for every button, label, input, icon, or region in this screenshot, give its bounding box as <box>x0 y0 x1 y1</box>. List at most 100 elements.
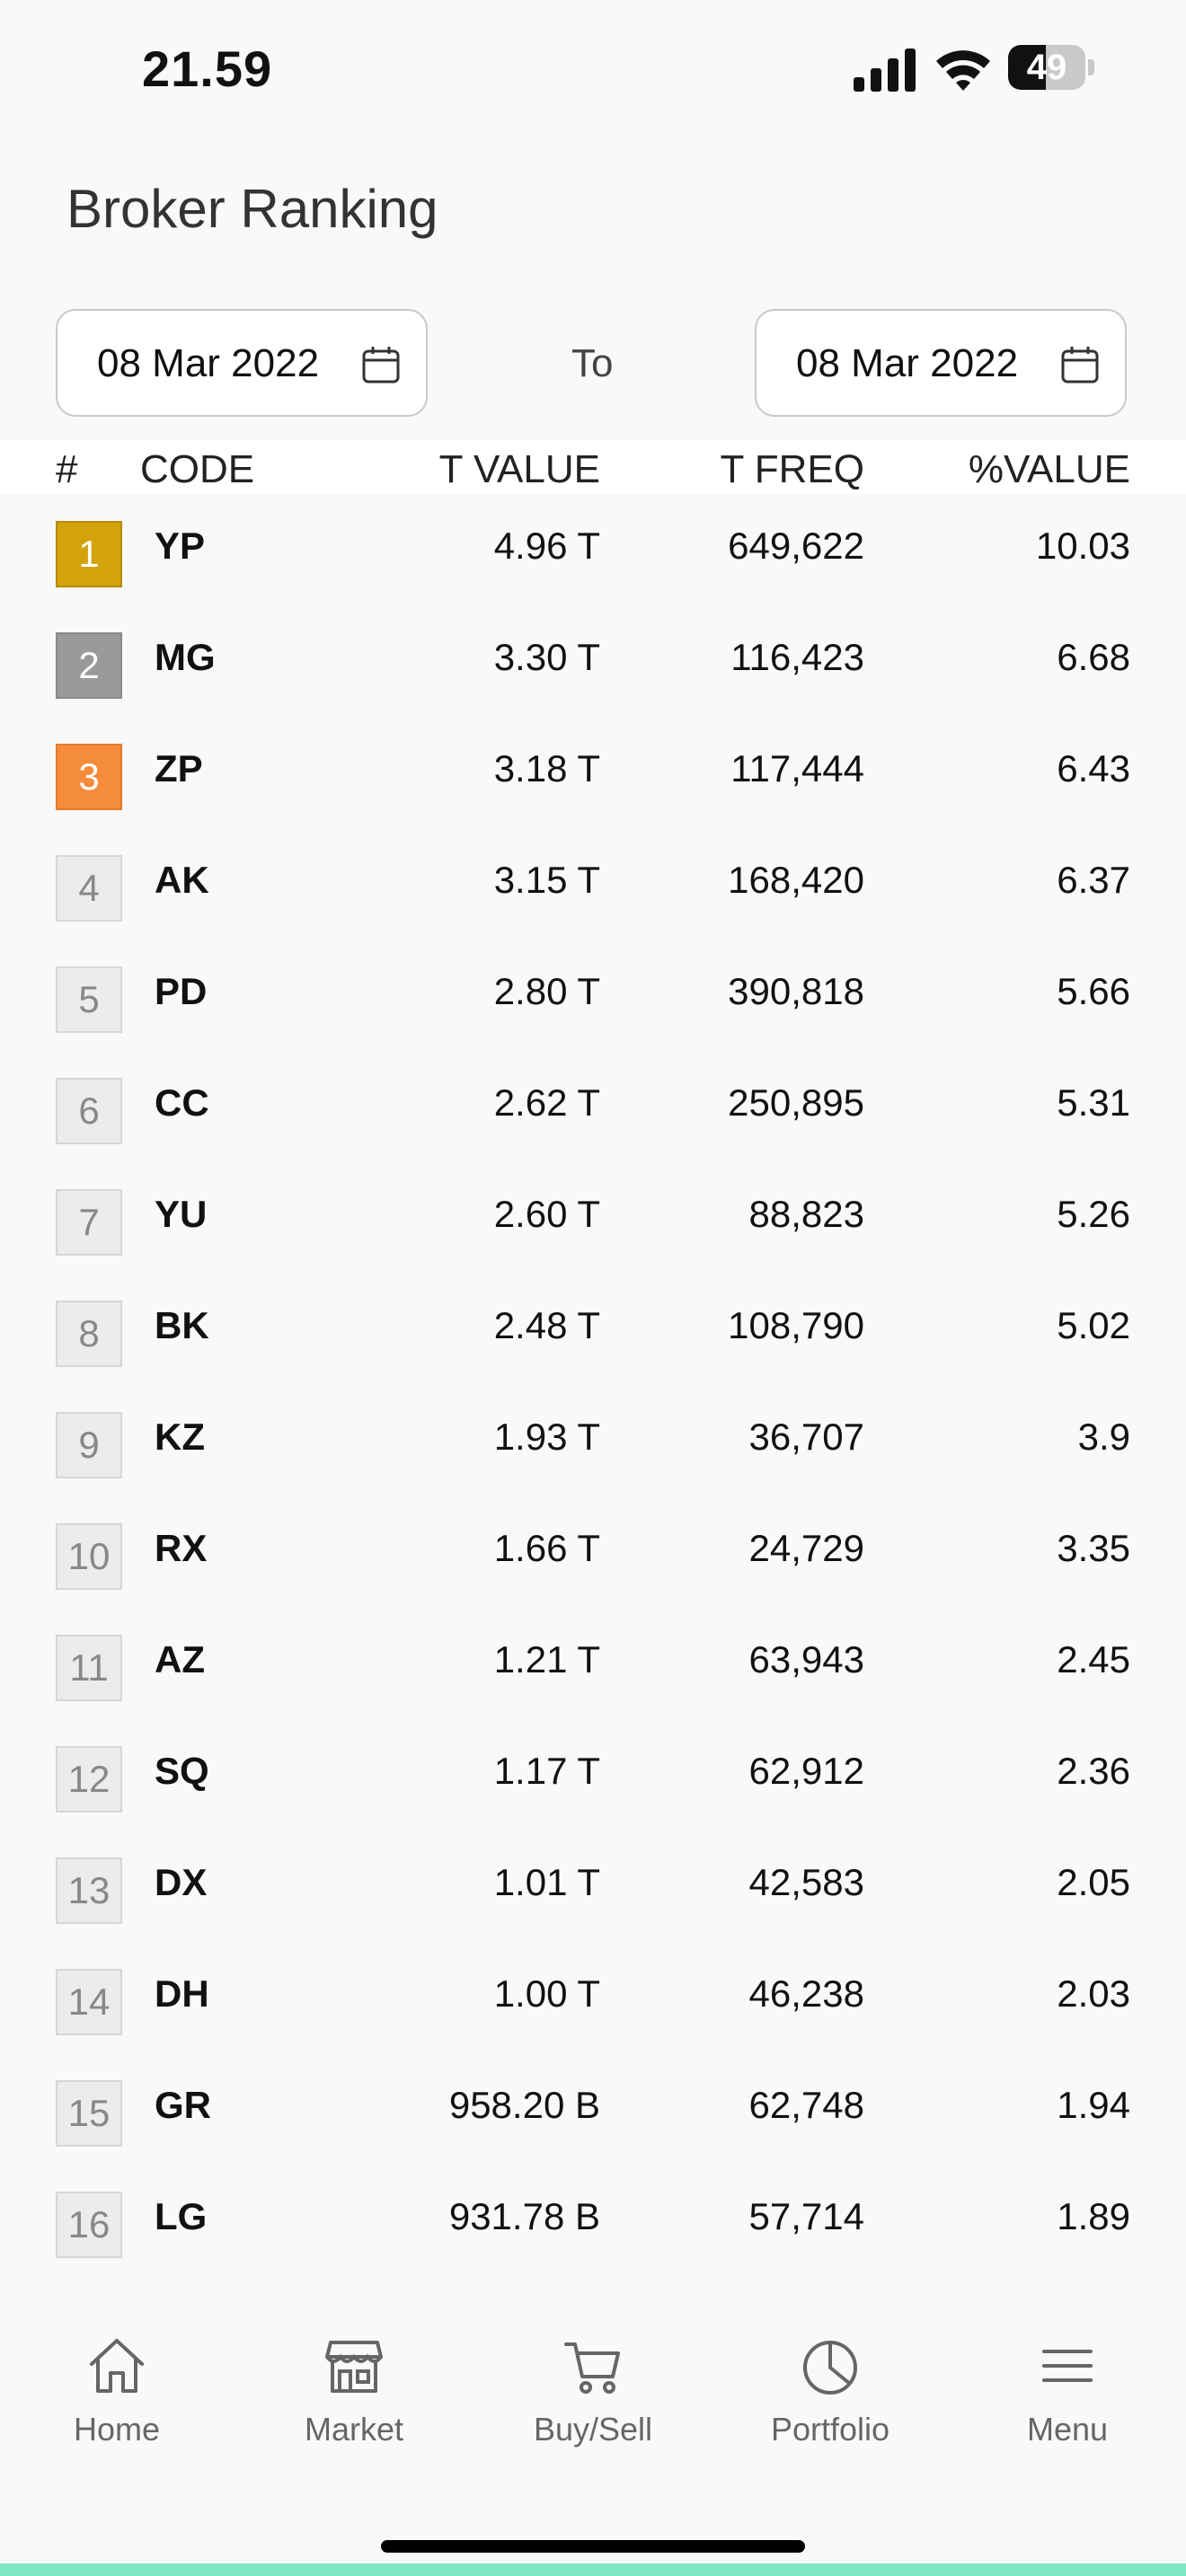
bottom-accent-strip <box>0 2563 1186 2576</box>
page-title: Broker Ranking <box>66 179 438 239</box>
cellular-signal-icon <box>854 49 916 92</box>
nav-menu[interactable]: Menu <box>960 2333 1175 2468</box>
nav-market[interactable]: Market <box>246 2333 462 2468</box>
table-row[interactable]: 12 SQ 1.17 T 62,912 2.36 <box>0 1725 1186 1836</box>
table-row[interactable]: 16 LG 931.78 B 57,714 1.89 <box>0 2170 1186 2281</box>
table-row[interactable]: 9 KZ 1.93 T 36,707 3.9 <box>0 1390 1186 1502</box>
total-value: 3.15 T <box>493 859 600 901</box>
broker-code: LG <box>155 2195 208 2237</box>
table-row[interactable]: 2 MG 3.30 T 116,423 6.68 <box>0 611 1186 722</box>
table-row[interactable]: 4 AK 3.15 T 168,420 6.37 <box>0 834 1186 945</box>
table-row[interactable]: 1 YP 4.96 T 649,622 10.03 <box>0 499 1186 611</box>
percent-value: 10.03 <box>1035 525 1130 567</box>
percent-value: 5.31 <box>1057 1081 1130 1124</box>
nav-home-label: Home <box>73 2411 161 2448</box>
total-frequency: 62,912 <box>748 1750 864 1792</box>
date-range-separator: To <box>571 341 614 385</box>
table-row[interactable]: 10 RX 1.66 T 24,729 3.35 <box>0 1502 1186 1613</box>
rank-badge: 16 <box>56 2192 122 2258</box>
calendar-icon <box>362 347 400 384</box>
percent-value: 6.37 <box>1057 859 1130 901</box>
table-row[interactable]: 3 ZP 3.18 T 117,444 6.43 <box>0 722 1186 834</box>
total-value: 1.01 T <box>493 1861 600 1903</box>
total-frequency: 250,895 <box>728 1081 864 1124</box>
percent-value: 1.89 <box>1057 2195 1130 2237</box>
cart-icon <box>564 2342 620 2394</box>
rank-badge: 13 <box>56 1857 122 1924</box>
status-time: 21.59 <box>142 40 273 97</box>
store-icon <box>325 2341 383 2393</box>
broker-code: DX <box>155 1861 208 1903</box>
table-row[interactable]: 7 YU 2.60 T 88,823 5.26 <box>0 1168 1186 1279</box>
rank-badge: 3 <box>56 744 122 810</box>
table-row[interactable]: 15 GR 958.20 B 62,748 1.94 <box>0 2059 1186 2170</box>
percent-value: 5.02 <box>1057 1304 1130 1346</box>
rank-badge: 7 <box>56 1189 122 1256</box>
percent-value: 2.05 <box>1057 1861 1130 1903</box>
percent-value: 5.26 <box>1057 1193 1130 1235</box>
column-header-tfreq[interactable]: T FREQ <box>720 447 864 491</box>
column-header-code[interactable]: CODE <box>140 447 255 491</box>
total-frequency: 168,420 <box>728 859 864 901</box>
total-frequency: 117,444 <box>730 747 864 790</box>
total-value: 2.80 T <box>493 970 600 1012</box>
date-to-picker[interactable]: 08 Mar 2022 <box>755 309 1127 417</box>
total-frequency: 88,823 <box>748 1193 864 1235</box>
rank-badge: 1 <box>56 521 122 587</box>
total-frequency: 108,790 <box>728 1304 864 1346</box>
total-value: 4.96 T <box>493 525 600 567</box>
total-value: 2.62 T <box>493 1081 600 1124</box>
nav-buysell-label: Buy/Sell <box>533 2411 653 2448</box>
percent-value: 2.45 <box>1057 1638 1130 1681</box>
broker-ranking-list[interactable]: 1 YP 4.96 T 649,622 10.03 2 MG 3.30 T 116,423 6.6… <box>0 499 1186 2312</box>
percent-value: 6.43 <box>1057 747 1130 790</box>
home-indicator[interactable] <box>381 2540 805 2553</box>
nav-portfolio-label: Portfolio <box>770 2411 890 2448</box>
status-bar: 21.59 49 <box>0 0 1186 135</box>
broker-code: ZP <box>155 747 203 790</box>
rank-badge: 15 <box>56 2080 122 2147</box>
nav-portfolio[interactable]: Portfolio <box>722 2333 938 2468</box>
broker-code: DH <box>155 1972 209 2015</box>
nav-home[interactable]: Home <box>9 2333 225 2468</box>
broker-code: PD <box>155 970 208 1012</box>
table-row[interactable]: 8 BK 2.48 T 108,790 5.02 <box>0 1279 1186 1390</box>
table-row[interactable]: 11 AZ 1.21 T 63,943 2.45 <box>0 1613 1186 1725</box>
date-to-value: 08 Mar 2022 <box>796 341 1019 385</box>
rank-badge: 6 <box>56 1078 122 1144</box>
rank-badge: 14 <box>56 1969 122 2035</box>
table-row[interactable]: 13 DX 1.01 T 42,583 2.05 <box>0 1836 1186 1947</box>
percent-value: 1.94 <box>1057 2084 1130 2126</box>
percent-value: 2.36 <box>1057 1750 1130 1792</box>
date-from-picker[interactable]: 08 Mar 2022 <box>56 309 428 417</box>
broker-code: AK <box>155 859 209 901</box>
column-header-rank[interactable]: # <box>56 447 78 491</box>
broker-code: RX <box>155 1527 208 1569</box>
percent-value: 3.35 <box>1057 1527 1130 1569</box>
total-frequency: 57,714 <box>748 2195 864 2237</box>
table-row[interactable]: 5 PD 2.80 T 390,818 5.66 <box>0 945 1186 1056</box>
home-icon <box>90 2339 144 2393</box>
rank-badge: 12 <box>56 1746 122 1813</box>
nav-buysell[interactable]: Buy/Sell <box>485 2333 701 2468</box>
total-value: 931.78 B <box>448 2195 600 2237</box>
wifi-icon <box>936 50 990 91</box>
table-row[interactable]: 14 DH 1.00 T 46,238 2.03 <box>0 1947 1186 2059</box>
column-header-pvalue[interactable]: %VALUE <box>968 447 1130 491</box>
calendar-icon <box>1061 347 1099 384</box>
total-value: 1.17 T <box>493 1750 600 1792</box>
total-frequency: 24,729 <box>748 1527 864 1569</box>
percent-value: 6.68 <box>1057 636 1130 678</box>
column-header-tvalue[interactable]: T VALUE <box>438 447 600 491</box>
rank-badge: 10 <box>56 1523 122 1590</box>
total-value: 1.21 T <box>493 1638 600 1681</box>
total-frequency: 36,707 <box>748 1416 864 1458</box>
battery-percent: 49 <box>1026 48 1067 87</box>
broker-code: MG <box>155 636 216 678</box>
total-value: 2.60 T <box>493 1193 600 1235</box>
total-frequency: 649,622 <box>728 525 864 567</box>
total-frequency: 116,423 <box>730 636 864 678</box>
total-value: 3.18 T <box>493 747 600 790</box>
table-row[interactable]: 6 CC 2.62 T 250,895 5.31 <box>0 1056 1186 1168</box>
broker-code: BK <box>155 1304 209 1346</box>
